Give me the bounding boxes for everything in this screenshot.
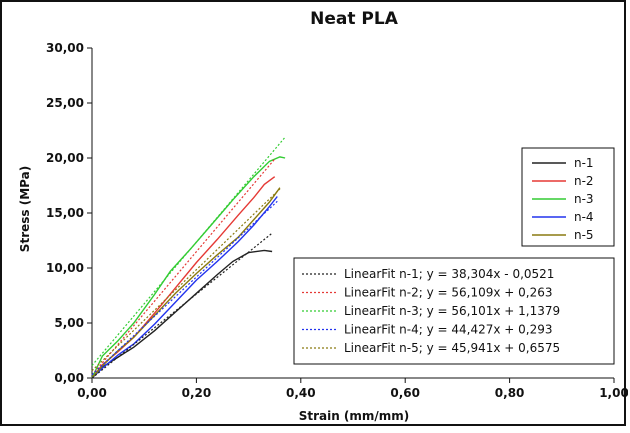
x-tick-label: 0,20 <box>182 386 212 400</box>
series-legend-box <box>521 147 615 247</box>
y-tick-label: 10,00 <box>46 261 84 275</box>
fit-layer <box>91 136 286 379</box>
series-line-n-4 <box>91 196 278 379</box>
legend-label-n-2: n-2 <box>574 174 594 188</box>
series-line-n-3 <box>91 156 286 379</box>
legend-fits: LinearFit n-1; y = 38,304x - 0,0521 Linea… <box>293 257 615 365</box>
linear-fit-line-1 <box>91 232 273 379</box>
y-axis-title: Stress (MPa) <box>18 166 32 252</box>
x-tick-label: 0,60 <box>390 386 420 400</box>
axes: 0,00 5,00 10,00 15,00 20,00 25,00 30,00 0,00 0,2… <box>46 41 629 400</box>
linear-fit-line-2 <box>91 158 276 376</box>
x-tick-label: 0,40 <box>286 386 316 400</box>
legend-label-n-3: n-3 <box>574 192 594 206</box>
fit-legend-label-5: LinearFit n-5; y = 45,941x + 0,6575 <box>344 341 560 355</box>
y-tick-label: 20,00 <box>46 151 84 165</box>
y-tick-label: 30,00 <box>46 41 84 55</box>
legend-label-n-4: n-4 <box>574 210 594 224</box>
chart: Neat PLA Strain (mm/mm) Stress (MPa) 0,0… <box>18 9 629 423</box>
x-tick-label: 1,00 <box>599 386 628 400</box>
series-line-n-1 <box>91 249 273 379</box>
fit-legend-label-4: LinearFit n-4; y = 44,427x + 0,293 <box>344 323 553 337</box>
x-axis-title: Strain (mm/mm) <box>299 409 410 423</box>
y-tick-label: 25,00 <box>46 96 84 110</box>
legend-label-n-1: n-1 <box>574 156 594 170</box>
series-line-n-2 <box>91 176 276 379</box>
linear-fit-line-3 <box>91 136 286 366</box>
y-tick-label: 5,00 <box>54 316 84 330</box>
chart-title: Neat PLA <box>310 9 399 29</box>
y-tick-label: 0,00 <box>54 371 84 385</box>
x-tick-label: 0,80 <box>495 386 525 400</box>
fit-legend-label-2: LinearFit n-2; y = 56,109x + 0,263 <box>344 286 553 300</box>
legend-label-n-5: n-5 <box>574 228 594 242</box>
fit-legend-label-1: LinearFit n-1; y = 38,304x - 0,0521 <box>344 267 554 281</box>
y-tick-label: 15,00 <box>46 206 84 220</box>
series-layer <box>91 156 286 379</box>
linear-fit-line-5 <box>91 188 281 372</box>
fit-legend-box <box>293 257 615 365</box>
x-tick-label: 0,00 <box>77 386 107 400</box>
legend-series: n-1 n-2 n-3 n-4 n-5 <box>521 147 615 247</box>
fit-legend-label-3: LinearFit n-3; y = 56,101x + 1,1379 <box>344 304 560 318</box>
series-line-n-5 <box>91 187 281 379</box>
